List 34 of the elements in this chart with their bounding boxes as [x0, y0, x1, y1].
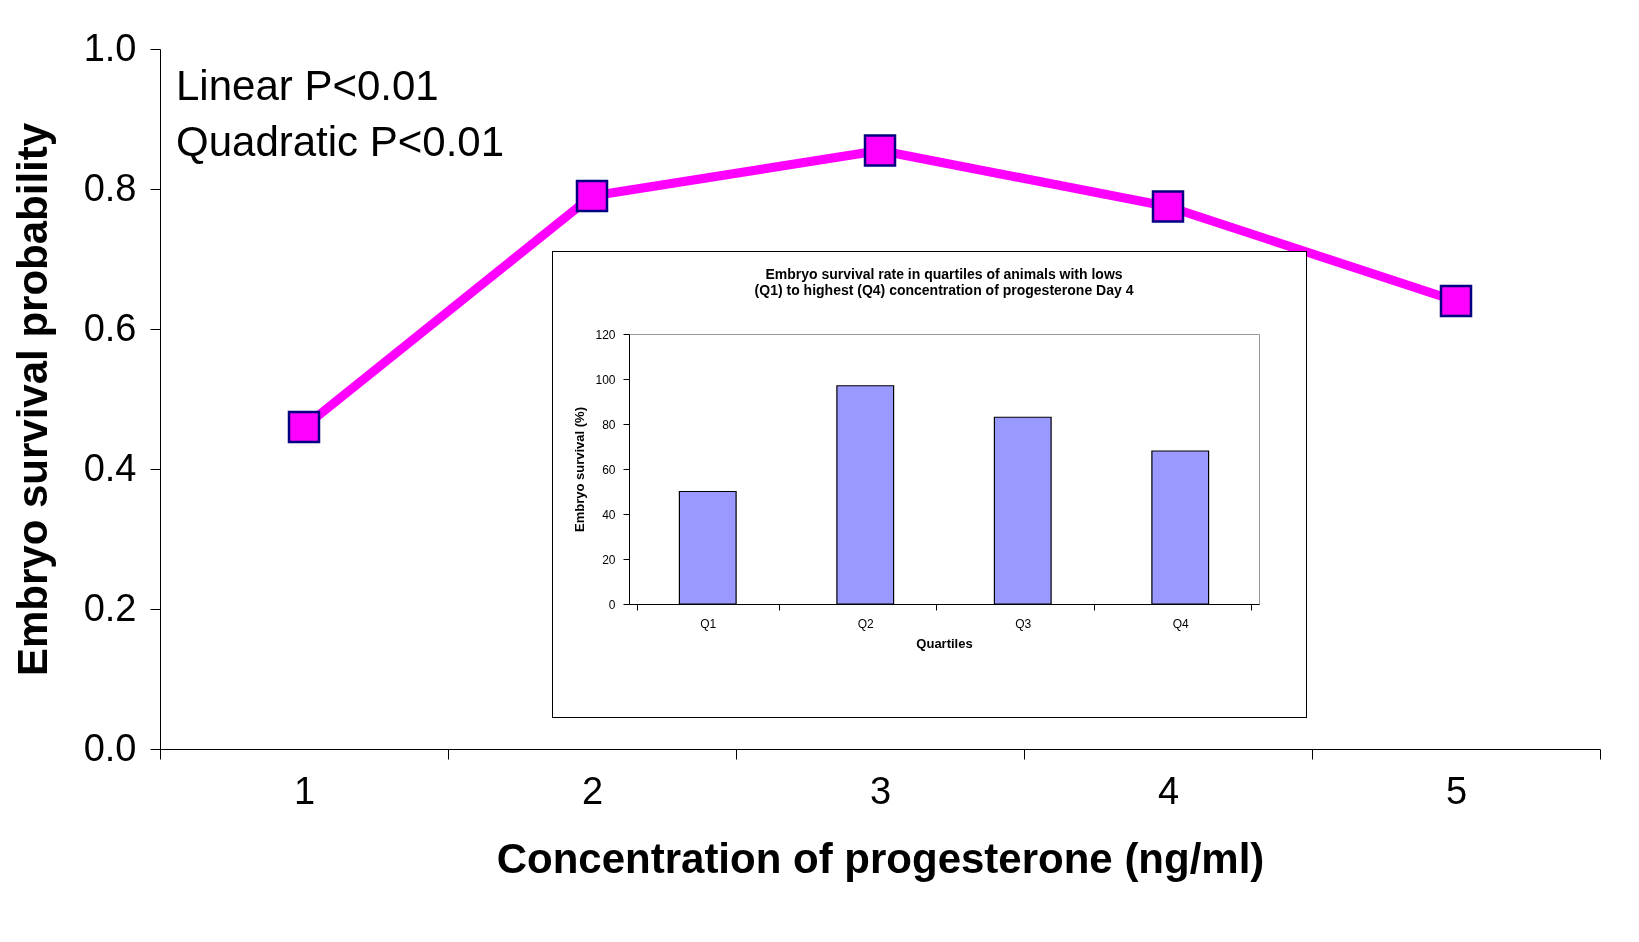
y-tick-label: 0.2 [83, 586, 137, 629]
point [1151, 190, 1185, 223]
y-tick-label: 0.0 [83, 726, 137, 769]
x-tick-label: Q4 [1172, 616, 1190, 631]
y-tick-label: 20 [602, 552, 616, 567]
y-tick-label: 0 [608, 597, 616, 612]
y-tick-label: 1.0 [83, 26, 137, 69]
x-tick-label: 1 [293, 769, 316, 812]
chart-title: Embryo survival rate in quartiles of animals with lows (Q1) to highest (Q4) concentration of progesterone Day 4 [754, 266, 1134, 298]
point [863, 134, 897, 167]
x-tick-label: 3 [869, 769, 892, 812]
y-tick-label: 0.8 [83, 166, 137, 209]
x-tick-label: Q2 [857, 616, 875, 631]
x-tick-label: 2 [581, 769, 604, 812]
x-tick-label: 4 [1157, 769, 1180, 812]
point [287, 410, 321, 444]
y-tick-label: 0.6 [83, 306, 137, 349]
annotation: Quadratic P<0.01 [176, 118, 505, 165]
y-axis-title: Embryo survival probability [8, 122, 56, 677]
x-tick-label: Q1 [700, 616, 717, 631]
y-tick-label: 40 [602, 507, 616, 522]
y-tick-label: 0.4 [83, 446, 137, 489]
annotation: Linear P<0.01 [176, 62, 439, 109]
x-tick-label: 5 [1445, 769, 1468, 812]
x-axis-title: Quartiles [916, 635, 973, 651]
y-tick-label: 80 [602, 417, 616, 432]
y-tick-label: 120 [595, 327, 616, 342]
point [575, 179, 609, 213]
y-axis-title: Embryo survival (%) [572, 407, 588, 532]
y-tick-label: 60 [602, 462, 616, 477]
point [1439, 284, 1473, 318]
y-tick-label: 100 [595, 372, 616, 387]
x-axis-title: Concentration of progesterone (ng/ml) [496, 834, 1265, 882]
x-tick-label: Q3 [1015, 616, 1032, 631]
